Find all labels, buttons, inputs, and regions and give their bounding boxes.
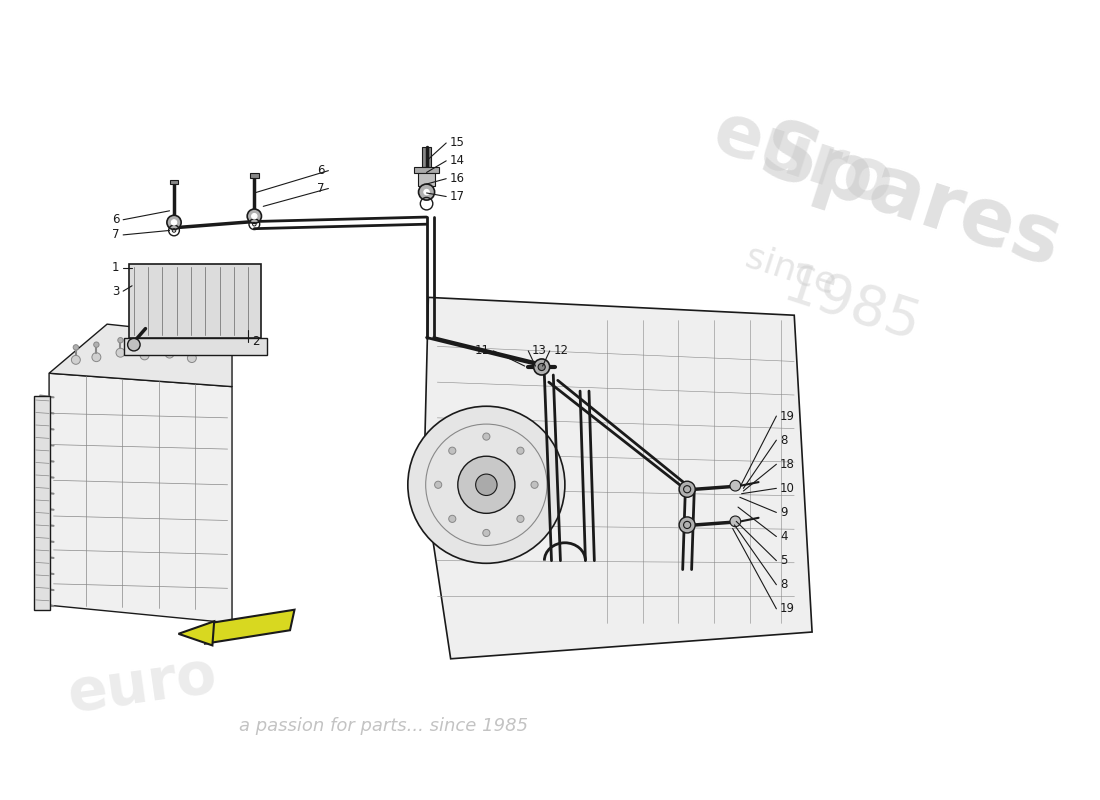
Text: 6: 6 (112, 214, 120, 226)
Text: since: since (740, 240, 840, 302)
Circle shape (167, 215, 182, 230)
Circle shape (538, 363, 546, 370)
Text: euro: euro (65, 647, 221, 724)
Bar (124, 338, 267, 355)
Text: 12: 12 (553, 345, 569, 358)
Circle shape (248, 209, 262, 223)
Circle shape (167, 338, 173, 344)
Text: Spares: Spares (749, 114, 1071, 285)
Text: 1985: 1985 (777, 259, 927, 354)
Circle shape (118, 338, 123, 343)
Text: 2: 2 (252, 335, 260, 349)
Bar (418, 174, 436, 186)
Polygon shape (178, 622, 215, 646)
Bar (414, 167, 439, 174)
Polygon shape (50, 324, 232, 386)
Circle shape (730, 480, 740, 491)
Text: 7: 7 (317, 182, 324, 195)
Circle shape (730, 516, 740, 526)
Circle shape (252, 214, 257, 219)
Text: 19: 19 (780, 602, 795, 615)
Text: 18: 18 (780, 458, 795, 470)
Text: 8: 8 (780, 578, 788, 591)
Text: 13: 13 (532, 345, 547, 358)
Circle shape (458, 456, 515, 514)
Text: 11: 11 (475, 345, 490, 358)
Text: 5: 5 (780, 554, 788, 567)
Circle shape (165, 349, 174, 358)
Polygon shape (424, 298, 812, 658)
Text: 1: 1 (112, 262, 120, 274)
Circle shape (408, 406, 565, 563)
Circle shape (517, 515, 524, 522)
Text: 7: 7 (112, 229, 120, 242)
Circle shape (140, 351, 148, 360)
Text: 14: 14 (450, 154, 465, 167)
Circle shape (210, 345, 219, 354)
Circle shape (72, 355, 80, 364)
Text: 10: 10 (780, 482, 795, 495)
Circle shape (128, 338, 140, 351)
Circle shape (483, 530, 490, 537)
Circle shape (187, 354, 196, 362)
Circle shape (679, 517, 695, 533)
Bar (34, 395, 50, 610)
Text: 4: 4 (780, 530, 788, 543)
Circle shape (116, 348, 125, 357)
Text: 9: 9 (780, 506, 788, 519)
Text: 8: 8 (780, 434, 788, 446)
Text: 3: 3 (112, 285, 120, 298)
Circle shape (449, 447, 455, 454)
Circle shape (483, 433, 490, 440)
Circle shape (189, 343, 195, 348)
Bar (169, 179, 178, 184)
Circle shape (449, 515, 455, 522)
Circle shape (94, 342, 99, 347)
Text: 19: 19 (780, 410, 795, 422)
Bar (422, 147, 431, 167)
Circle shape (92, 353, 101, 362)
Circle shape (531, 482, 538, 488)
Polygon shape (206, 610, 295, 644)
Circle shape (172, 220, 177, 225)
Circle shape (517, 447, 524, 454)
Text: 16: 16 (450, 172, 465, 185)
Text: 17: 17 (450, 190, 465, 203)
Circle shape (434, 482, 442, 488)
Circle shape (424, 190, 429, 194)
Bar (250, 174, 258, 178)
Text: 6: 6 (317, 164, 324, 177)
Circle shape (142, 340, 147, 346)
Bar (130, 264, 262, 338)
Circle shape (534, 359, 550, 375)
Text: euro: euro (705, 98, 903, 221)
Circle shape (679, 482, 695, 498)
Polygon shape (50, 374, 232, 623)
Circle shape (475, 474, 497, 495)
Circle shape (418, 184, 434, 200)
Text: 15: 15 (450, 137, 464, 150)
Circle shape (211, 334, 217, 339)
Text: a passion for parts... since 1985: a passion for parts... since 1985 (239, 717, 528, 734)
Circle shape (74, 345, 78, 350)
